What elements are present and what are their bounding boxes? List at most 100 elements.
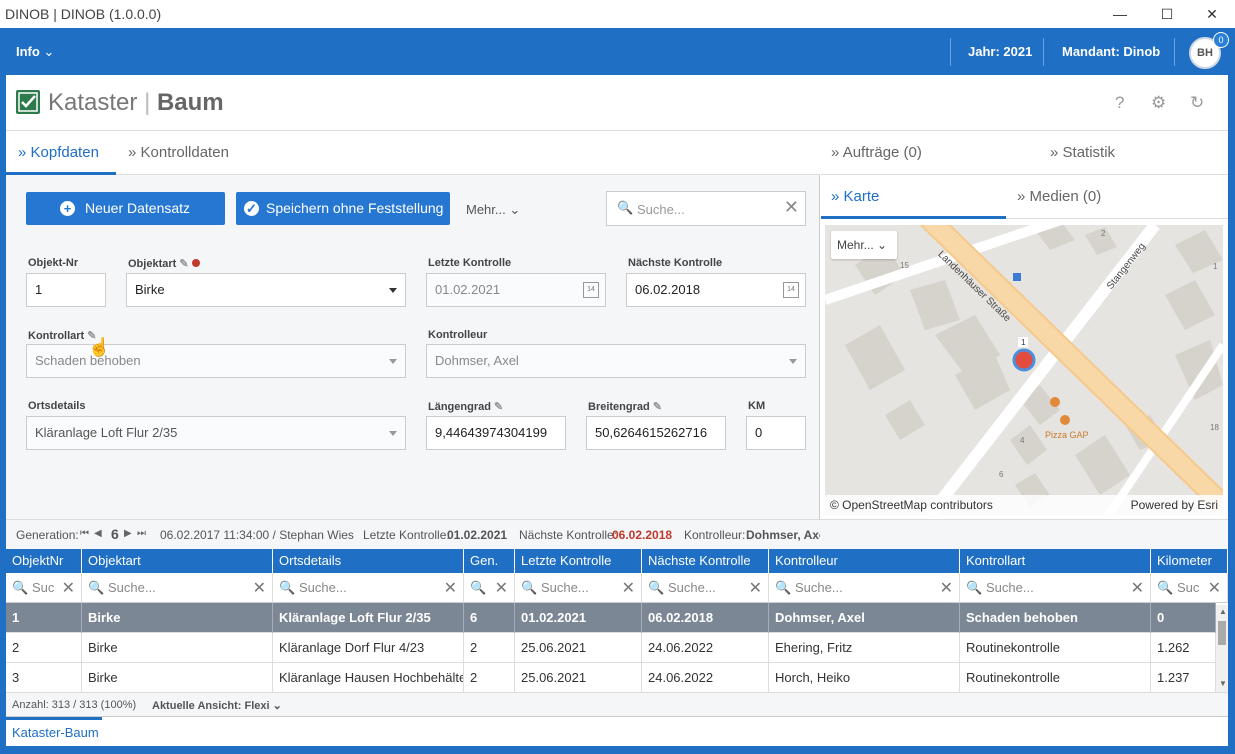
column-header-kontrolleur[interactable]: Kontrolleur: [769, 549, 960, 573]
cell-objektart: Birke: [82, 663, 273, 693]
filter-naechste[interactable]: 🔍 Suche... ✕: [642, 573, 769, 603]
next-record-icon[interactable]: ▶: [124, 528, 132, 539]
laengengrad-field[interactable]: 9,44643974304199: [426, 416, 566, 450]
kontrolleur-select[interactable]: Dohmser, Axel: [426, 344, 806, 378]
filter-objektnr[interactable]: 🔍 Suc ✕: [6, 573, 82, 603]
naechste-kontrolle-field[interactable]: 06.02.2018 14: [626, 273, 806, 307]
scroll-up-icon[interactable]: ▲: [1219, 607, 1227, 616]
km-field[interactable]: 0: [746, 416, 806, 450]
cell-objektart: Birke: [82, 603, 273, 633]
laengengrad-label: Längengrad ✎: [428, 400, 503, 413]
filter-gen[interactable]: 🔍 ✕: [464, 573, 515, 603]
tab-statistik[interactable]: » Statistik: [1050, 144, 1115, 161]
tab-kataster-baum[interactable]: Kataster-Baum: [12, 725, 99, 740]
column-header-kilometer[interactable]: Kilometer: [1151, 549, 1228, 573]
cell-gen: 2: [464, 633, 515, 663]
new-record-button[interactable]: + Neuer Datensatz: [26, 192, 225, 225]
table-scrollbar[interactable]: ▲ ▼: [1216, 605, 1228, 692]
letzte-kontrolle-field[interactable]: 01.02.2021 14: [426, 273, 606, 307]
page-title: Kataster | Baum: [48, 89, 224, 117]
year-selector[interactable]: Jahr: 2021: [968, 44, 1033, 59]
clear-icon[interactable]: ✕: [1130, 580, 1144, 597]
info-menu[interactable]: Info ⌄: [16, 44, 54, 60]
calendar-icon[interactable]: 14: [783, 282, 799, 298]
side-tabs-bottom: » Karte » Medien (0): [821, 175, 1228, 219]
view-selector[interactable]: Aktuelle Ansicht: Flexi ⌄: [152, 699, 282, 712]
clear-icon[interactable]: ✕: [748, 580, 762, 597]
clear-icon[interactable]: ✕: [939, 580, 953, 597]
more-menu[interactable]: Mehr... ⌄: [466, 202, 520, 218]
column-header-gen[interactable]: Gen.: [464, 549, 515, 573]
last-record-icon[interactable]: ⏭: [137, 528, 146, 539]
map-attribution: © OpenStreetMap contributors: [830, 498, 993, 512]
save-button[interactable]: ✓ Speichern ohne Feststellung: [236, 192, 450, 225]
kontrollart-select[interactable]: Schaden behoben: [26, 344, 406, 378]
table-row[interactable]: 3 Birke Kläranlage Hausen Hochbehälter 2…: [6, 663, 1216, 693]
filter-kontrolleur[interactable]: 🔍 Suche... ✕: [769, 573, 960, 603]
map-more-menu[interactable]: Mehr... ⌄: [831, 231, 897, 259]
data-grid: ObjektNr Objektart Ortsdetails Gen. Letz…: [6, 549, 1228, 693]
filter-kilometer[interactable]: 🔍 Suc ✕: [1151, 573, 1228, 603]
maximize-button[interactable]: ☐: [1160, 6, 1174, 22]
filter-kontrollart[interactable]: 🔍 Suche... ✕: [960, 573, 1151, 603]
app-bar: Info ⌄ Jahr: 2021 Mandant: Dinob BH 0: [0, 28, 1235, 75]
info-menu-label: Info: [16, 44, 40, 59]
notification-badge: 0: [1213, 32, 1229, 48]
tab-auftraege[interactable]: » Aufträge (0): [831, 144, 922, 161]
column-header-objektart[interactable]: Objektart: [82, 549, 273, 573]
cell-letzte: 01.02.2021: [515, 603, 642, 633]
house-number: 6: [999, 470, 1004, 479]
record-status-line: Generation: ⏮ ◀ 6 ▶ ⏭ 06.02.2017 11:34:0…: [6, 519, 1228, 549]
search-box[interactable]: 🔍 Suche... ✕: [606, 191, 806, 226]
search-icon: 🔍: [470, 580, 487, 595]
scroll-thumb[interactable]: [1218, 621, 1226, 645]
house-number: 15: [900, 261, 909, 270]
chevron-right-icon: »: [831, 188, 840, 205]
record-count: Anzahl: 313 / 313 (100%): [12, 699, 137, 711]
calendar-icon[interactable]: 14: [583, 282, 599, 298]
minimize-button[interactable]: —: [1113, 6, 1127, 22]
table-row[interactable]: 1 Birke Kläranlage Loft Flur 2/35 6 01.0…: [6, 603, 1216, 633]
column-header-ortsdetails[interactable]: Ortsdetails: [273, 549, 464, 573]
clear-icon[interactable]: ✕: [494, 580, 508, 597]
filter-ortsdetails[interactable]: 🔍 Suche... ✕: [273, 573, 464, 603]
grid-footer: Anzahl: 313 / 313 (100%) Aktuelle Ansich…: [6, 692, 1228, 716]
tab-kopfdaten[interactable]: » Kopfdaten: [18, 144, 99, 161]
search-icon: 🔍: [279, 580, 296, 595]
column-header-letzte[interactable]: Letzte Kontrolle: [515, 549, 642, 573]
appbar-divider: [950, 38, 951, 66]
tab-medien[interactable]: » Medien (0): [1017, 188, 1101, 205]
clear-icon[interactable]: ✕: [1207, 580, 1221, 597]
ortsdetails-select[interactable]: Kläranlage Loft Flur 2/35: [26, 416, 406, 450]
filter-objektart[interactable]: 🔍 Suche... ✕: [82, 573, 273, 603]
first-record-icon[interactable]: ⏮: [80, 528, 89, 539]
mandant-selector[interactable]: Mandant: Dinob: [1062, 44, 1161, 59]
prev-record-icon[interactable]: ◀: [94, 528, 102, 539]
tab-karte[interactable]: » Karte: [831, 188, 879, 205]
objekt-nr-label: Objekt-Nr: [28, 257, 79, 269]
clear-icon[interactable]: ✕: [252, 580, 266, 597]
objekt-nr-field[interactable]: 1: [26, 273, 106, 307]
search-icon: 🔍: [12, 580, 29, 595]
column-header-kontrollart[interactable]: Kontrollart: [960, 549, 1151, 573]
clear-icon[interactable]: ✕: [443, 580, 457, 597]
help-icon[interactable]: ?: [1115, 93, 1125, 112]
check-logo-icon: [16, 90, 40, 114]
clear-icon[interactable]: ✕: [621, 580, 635, 597]
filter-letzte[interactable]: 🔍 Suche... ✕: [515, 573, 642, 603]
table-row[interactable]: 2 Birke Kläranlage Dorf Flur 4/23 2 25.0…: [6, 633, 1216, 663]
scroll-down-icon[interactable]: ▼: [1219, 679, 1227, 688]
clear-icon[interactable]: ✕: [61, 580, 75, 597]
map-view[interactable]: Landenhäuser Straße Stangenweg Pizza GAP…: [825, 225, 1223, 515]
tab-kontrolldaten[interactable]: » Kontrolldaten: [128, 144, 229, 161]
objektart-select[interactable]: Birke: [126, 273, 406, 307]
column-header-objektnr[interactable]: ObjektNr: [6, 549, 82, 573]
clear-icon[interactable]: ✕: [783, 197, 799, 217]
letzte-kontrolle-label: Letzte Kontrolle: [428, 257, 512, 269]
refresh-icon[interactable]: ↻: [1190, 93, 1205, 112]
breitengrad-field[interactable]: 50,6264615262716: [586, 416, 726, 450]
column-header-naechste[interactable]: Nächste Kontrolle: [642, 549, 769, 573]
gear-icon[interactable]: ⚙: [1151, 93, 1167, 112]
close-button[interactable]: ✕: [1206, 6, 1218, 22]
house-number: 1: [1213, 262, 1218, 271]
